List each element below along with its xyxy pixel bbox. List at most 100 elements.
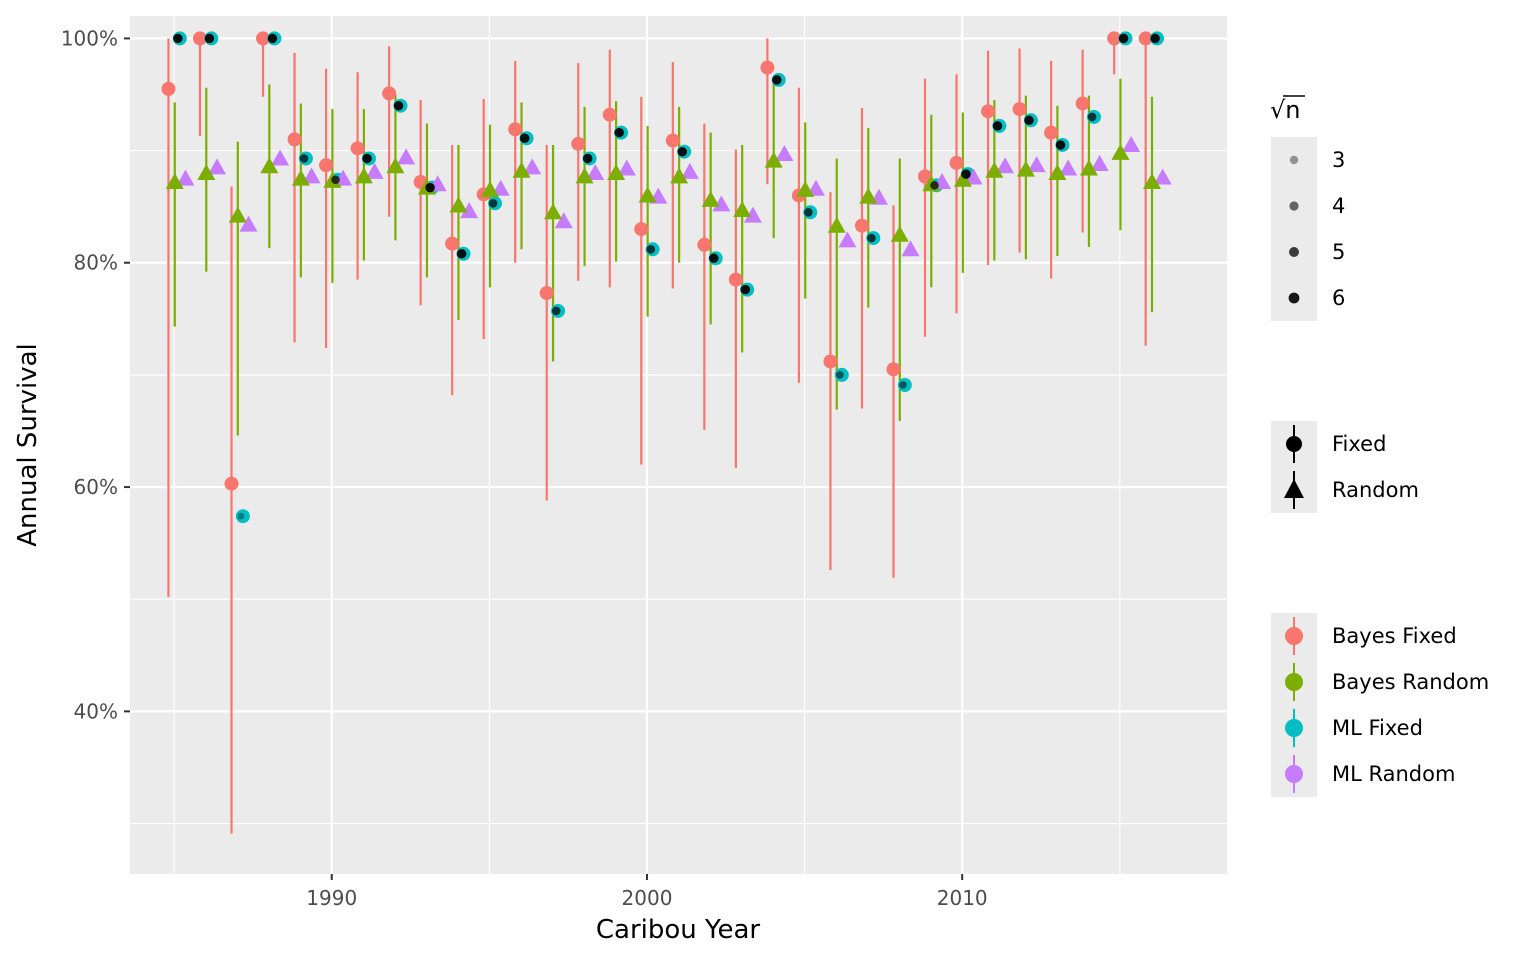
bayes-random-point [638, 186, 657, 203]
ml-random-point [460, 202, 479, 219]
legend-label-n6: 6 [1332, 286, 1345, 310]
bayes-fixed-point [823, 354, 838, 369]
bayes-random-point [544, 203, 563, 220]
legend-label-bayes-random: Bayes Random [1332, 670, 1489, 694]
bayes-random-point [291, 169, 310, 186]
bayes-random-point [1016, 160, 1035, 177]
sample-size-point [393, 100, 404, 111]
bayes-fixed-point [224, 476, 239, 491]
sample-size-point [899, 381, 907, 389]
sample-size-point [709, 253, 719, 264]
sample-size-point [677, 146, 688, 157]
ml-random-point [523, 158, 542, 175]
sample-size-point [646, 244, 656, 254]
sample-size-point [362, 153, 372, 164]
chart-marks [161, 31, 1172, 834]
legend-method: Bayes Fixed Bayes Random ML Fixed ML Ran… [1271, 613, 1489, 797]
ml-random-point [397, 148, 416, 165]
ml-random-point [712, 195, 731, 212]
sample-size-point [456, 249, 467, 259]
bayes-random-point [796, 180, 815, 197]
bayes-fixed-point [1012, 102, 1027, 117]
bayes-random-point [827, 216, 846, 233]
sample-size-point [1150, 33, 1160, 44]
bayes-fixed-point [886, 362, 901, 377]
sample-size-point [992, 121, 1003, 131]
ml-fixed-point [235, 509, 250, 524]
sample-size-point [551, 306, 561, 316]
bayes-random-point [354, 167, 373, 184]
ml-random-point [491, 179, 510, 196]
y-tick-label: 100% [61, 26, 118, 50]
bayes-random-point [575, 167, 594, 184]
bayes-random-point [670, 167, 689, 184]
legend-key-bayes-random [1285, 673, 1303, 691]
bayes-random-point [228, 206, 247, 223]
legend-label-fixed: Fixed [1332, 432, 1386, 456]
bayes-random-point [1111, 143, 1130, 160]
legend-key-bayes-fixed [1285, 627, 1303, 645]
ml-random-point [302, 167, 321, 184]
sample-size-point [1118, 33, 1129, 44]
sample-size-point [930, 181, 939, 190]
bayes-random-point [1048, 164, 1067, 181]
ml-random-point [554, 212, 573, 229]
bayes-random-point [165, 172, 184, 189]
sample-size-point [299, 154, 309, 163]
bayes-random-point [512, 161, 531, 178]
bayes-random-point [859, 187, 878, 204]
y-tick-label: 40% [74, 699, 118, 723]
legend-key-random [1284, 479, 1304, 498]
legend-sqrt-n-keys-bg [1271, 137, 1317, 321]
legend-label-ml-fixed: ML Fixed [1332, 716, 1423, 740]
bayes-fixed-point [634, 222, 649, 237]
sample-size-point [488, 199, 498, 208]
legend-sqrt-n: √n 3 4 5 6 [1270, 95, 1345, 321]
sample-size-point [961, 169, 971, 179]
sample-size-point [867, 233, 876, 243]
bayes-fixed-point [981, 104, 996, 119]
sample-size-point [173, 33, 183, 44]
bayes-fixed-point [760, 60, 775, 75]
ml-random-point [964, 168, 983, 185]
legend-key-ml-fixed [1285, 719, 1303, 737]
bayes-random-point [953, 170, 972, 187]
sample-size-point [582, 153, 593, 164]
bayes-random-point [607, 164, 626, 181]
sample-size-point [267, 33, 278, 44]
bayes-random-point [985, 161, 1004, 178]
ml-random-point [271, 149, 290, 166]
ml-random-point [806, 179, 825, 196]
legend-sqrt-n-title: √n [1270, 96, 1301, 124]
bayes-fixed-point [192, 31, 207, 46]
sample-size-point [519, 133, 530, 144]
ml-random-point [838, 231, 857, 248]
bayes-random-point [386, 157, 405, 174]
bayes-fixed-point [697, 237, 712, 252]
legend-label-ml-random: ML Random [1332, 762, 1455, 786]
sample-size-point [614, 127, 624, 138]
sample-size-point [1087, 112, 1097, 122]
x-tick-label: 1990 [306, 886, 357, 910]
ml-random-point [176, 169, 195, 186]
ml-random-point [1027, 156, 1046, 173]
sample-size-point [237, 512, 245, 520]
legend-label-random: Random [1332, 478, 1419, 502]
bayes-random-point [449, 196, 468, 213]
bayes-fixed-point [602, 107, 617, 122]
ml-random-point [996, 157, 1015, 174]
legend-label-n5: 5 [1332, 240, 1345, 264]
ml-random-point [1153, 168, 1172, 185]
sample-size-point [1055, 140, 1066, 150]
bayes-fixed-point [508, 122, 523, 137]
bayes-fixed-point [665, 133, 680, 148]
y-tick-label: 60% [74, 475, 118, 499]
bayes-random-point [1079, 159, 1098, 176]
ml-random-point [775, 144, 794, 161]
legend-key-n6 [1288, 292, 1300, 304]
x-tick-label: 2000 [622, 886, 673, 910]
ml-random-point [365, 162, 384, 179]
bayes-fixed-point [1138, 31, 1153, 46]
ml-random-point [208, 158, 227, 175]
